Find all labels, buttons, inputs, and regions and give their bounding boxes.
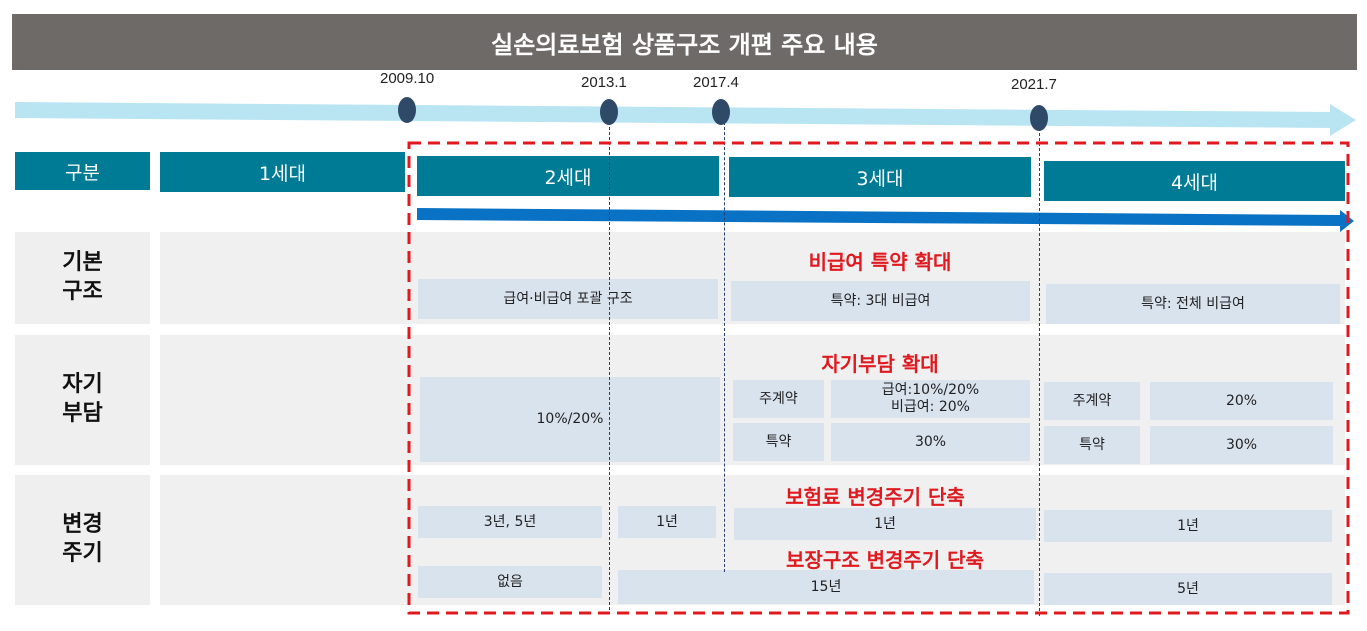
timeline-node-2009-10 xyxy=(398,97,416,123)
coverage-gen2-early-cell: 없음 xyxy=(418,566,602,598)
timeline-node-2013-1 xyxy=(600,99,618,125)
row-label-copay: 자기 부담 xyxy=(15,335,150,465)
header-category: 구분 xyxy=(15,152,150,190)
page-title: 실손의료보험 상품구조 개편 주요 내용 xyxy=(12,14,1357,70)
date-2017-4: 2017.4 xyxy=(693,74,739,91)
copay-gen4-main-value: 20% xyxy=(1150,382,1333,420)
basic-gen2-cell: 급여·비급여 포괄 구조 xyxy=(418,279,718,319)
copay-gen3-rider-label: 특약 xyxy=(733,423,824,461)
coverage-gen4-cell: 5년 xyxy=(1044,573,1332,605)
header-gen2: 2세대 xyxy=(417,156,719,196)
row-label-cycle: 변경 주기 xyxy=(15,475,150,605)
header-gen3: 3세대 xyxy=(729,157,1031,197)
copay-gen4-rider-label: 특약 xyxy=(1044,426,1140,464)
date-2009-10: 2009.10 xyxy=(380,70,435,87)
header-gen1: 1세대 xyxy=(160,152,405,192)
note-premium-cycle-shortened: 보험료 변경주기 단축 xyxy=(785,485,965,509)
note-copay-expansion: 자기부담 확대 xyxy=(821,352,939,376)
premium-gen2-early-cell: 3년, 5년 xyxy=(418,506,602,538)
guide-line-2013-1 xyxy=(609,112,610,610)
timeline-arrow xyxy=(15,102,1356,136)
premium-gen2-late-cell: 1년 xyxy=(618,506,716,538)
basic-gen4-cell: 특약: 전체 비급여 xyxy=(1046,284,1340,324)
copay-gen3-main-label: 주계약 xyxy=(733,380,824,418)
date-2013-1: 2013.1 xyxy=(581,74,627,91)
copay-gen3-main-value: 급여:10%/20% 비급여: 20% xyxy=(831,380,1030,418)
coverage-gen2-late-gen3-cell: 15년 xyxy=(618,570,1034,604)
basic-gen3-cell: 특약: 3대 비급여 xyxy=(731,281,1030,321)
premium-gen3-cell: 1년 xyxy=(734,508,1036,540)
generation-band-arrow xyxy=(417,208,1354,232)
row-label-basic: 기본 구조 xyxy=(15,232,150,324)
timeline-node-2017-4 xyxy=(712,99,730,125)
guide-line-2017-4 xyxy=(724,112,725,572)
copay-gen4-rider-value: 30% xyxy=(1150,426,1333,464)
timeline-node-2021-7 xyxy=(1030,105,1048,131)
guide-line-2021-7 xyxy=(1039,118,1040,616)
copay-gen3-rider-value: 30% xyxy=(831,423,1030,461)
date-2021-7: 2021.7 xyxy=(1011,76,1057,93)
copay-gen2-cell: 10%/20% xyxy=(420,377,720,462)
note-noncovered-rider-expansion: 비급여 특약 확대 xyxy=(808,250,952,274)
header-gen4: 4세대 xyxy=(1044,161,1345,201)
premium-gen4-cell: 1년 xyxy=(1044,510,1332,542)
copay-gen4-main-label: 주계약 xyxy=(1044,382,1140,420)
note-coverage-cycle-shortened: 보장구조 변경주기 단축 xyxy=(786,548,984,572)
